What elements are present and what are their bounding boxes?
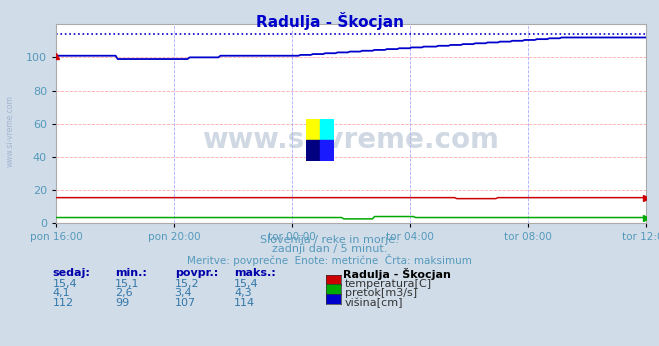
Text: www.si-vreme.com: www.si-vreme.com — [5, 95, 14, 167]
Text: min.:: min.: — [115, 268, 147, 278]
Text: 4,3: 4,3 — [234, 288, 252, 298]
Bar — [320, 119, 334, 140]
Text: Radulja - Škocjan: Radulja - Škocjan — [256, 12, 403, 30]
Text: maks.:: maks.: — [234, 268, 275, 278]
Text: 3,4: 3,4 — [175, 288, 192, 298]
Bar — [320, 140, 334, 161]
Text: 2,6: 2,6 — [115, 288, 133, 298]
Text: 15,1: 15,1 — [115, 279, 140, 289]
Text: zadnji dan / 5 minut.: zadnji dan / 5 minut. — [272, 244, 387, 254]
Text: temperatura[C]: temperatura[C] — [345, 279, 432, 289]
Bar — [306, 140, 320, 161]
Text: pretok[m3/s]: pretok[m3/s] — [345, 288, 416, 298]
Text: 107: 107 — [175, 298, 196, 308]
Text: 15,4: 15,4 — [53, 279, 77, 289]
Text: Slovenija / reke in morje.: Slovenija / reke in morje. — [260, 235, 399, 245]
Text: višina[cm]: višina[cm] — [345, 298, 403, 308]
Text: Radulja - Škocjan: Radulja - Škocjan — [343, 268, 451, 280]
Text: 99: 99 — [115, 298, 130, 308]
Text: www.si-vreme.com: www.si-vreme.com — [202, 126, 500, 154]
Text: 112: 112 — [53, 298, 74, 308]
Bar — [306, 119, 320, 140]
Text: 114: 114 — [234, 298, 255, 308]
Text: 15,4: 15,4 — [234, 279, 258, 289]
Text: Meritve: povprečne  Enote: metrične  Črta: maksimum: Meritve: povprečne Enote: metrične Črta:… — [187, 254, 472, 266]
Text: povpr.:: povpr.: — [175, 268, 218, 278]
Text: sedaj:: sedaj: — [53, 268, 90, 278]
Text: 4,1: 4,1 — [53, 288, 71, 298]
Text: 15,2: 15,2 — [175, 279, 199, 289]
